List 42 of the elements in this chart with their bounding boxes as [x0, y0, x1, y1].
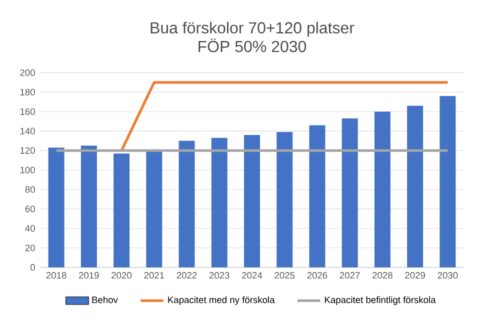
- legend-label: Behov: [92, 296, 118, 304]
- x-tick-label: 2018: [46, 272, 66, 279]
- y-tick-label: 40: [25, 225, 35, 232]
- x-tick-label: 2025: [274, 272, 295, 279]
- legend-label: Kapacitet med ny förskola: [168, 296, 275, 305]
- bar: [374, 112, 390, 268]
- x-tick-label: 2021: [144, 272, 164, 279]
- x-tick-label: 2027: [340, 272, 360, 279]
- y-tick-label: 140: [20, 128, 35, 134]
- x-tick-label: 2020: [112, 272, 132, 279]
- y-tick-label: 120: [20, 147, 35, 154]
- chart-title: Bua förskolor 70+120 platser: [150, 22, 354, 37]
- y-tick-label: 20: [25, 244, 35, 252]
- bar: [178, 140, 195, 268]
- x-tick-label: 2022: [176, 272, 197, 279]
- y-tick-label: 80: [25, 186, 35, 193]
- bar: [342, 118, 358, 268]
- bar: [80, 146, 97, 268]
- bar: [276, 132, 293, 268]
- bar: [48, 148, 64, 268]
- y-tick-label: 200: [20, 69, 35, 76]
- bar: [407, 106, 424, 268]
- y-tick-label: 160: [20, 108, 35, 115]
- legend-label: Kapacitet befintligt förskola: [325, 296, 436, 305]
- bar: [211, 138, 228, 268]
- x-tick-label: 2029: [405, 272, 426, 279]
- x-tick-label: 2028: [372, 272, 392, 279]
- bar: [146, 152, 162, 268]
- y-tick-label: 0: [30, 264, 35, 271]
- y-tick-label: 180: [20, 88, 35, 96]
- bar: [114, 153, 130, 268]
- x-tick-label: 2026: [307, 272, 328, 279]
- y-tick-label: 60: [25, 206, 35, 212]
- chart-subtitle: FÖP 50% 2030: [198, 38, 306, 52]
- x-tick-label: 2023: [209, 272, 230, 279]
- bar: [244, 134, 260, 268]
- x-tick-label: 2024: [242, 272, 262, 279]
- bar: [440, 96, 456, 268]
- bar: [309, 125, 326, 268]
- x-tick-label: 2030: [438, 272, 458, 279]
- x-tick-label: 2019: [79, 272, 99, 279]
- y-tick-label: 100: [20, 166, 35, 174]
